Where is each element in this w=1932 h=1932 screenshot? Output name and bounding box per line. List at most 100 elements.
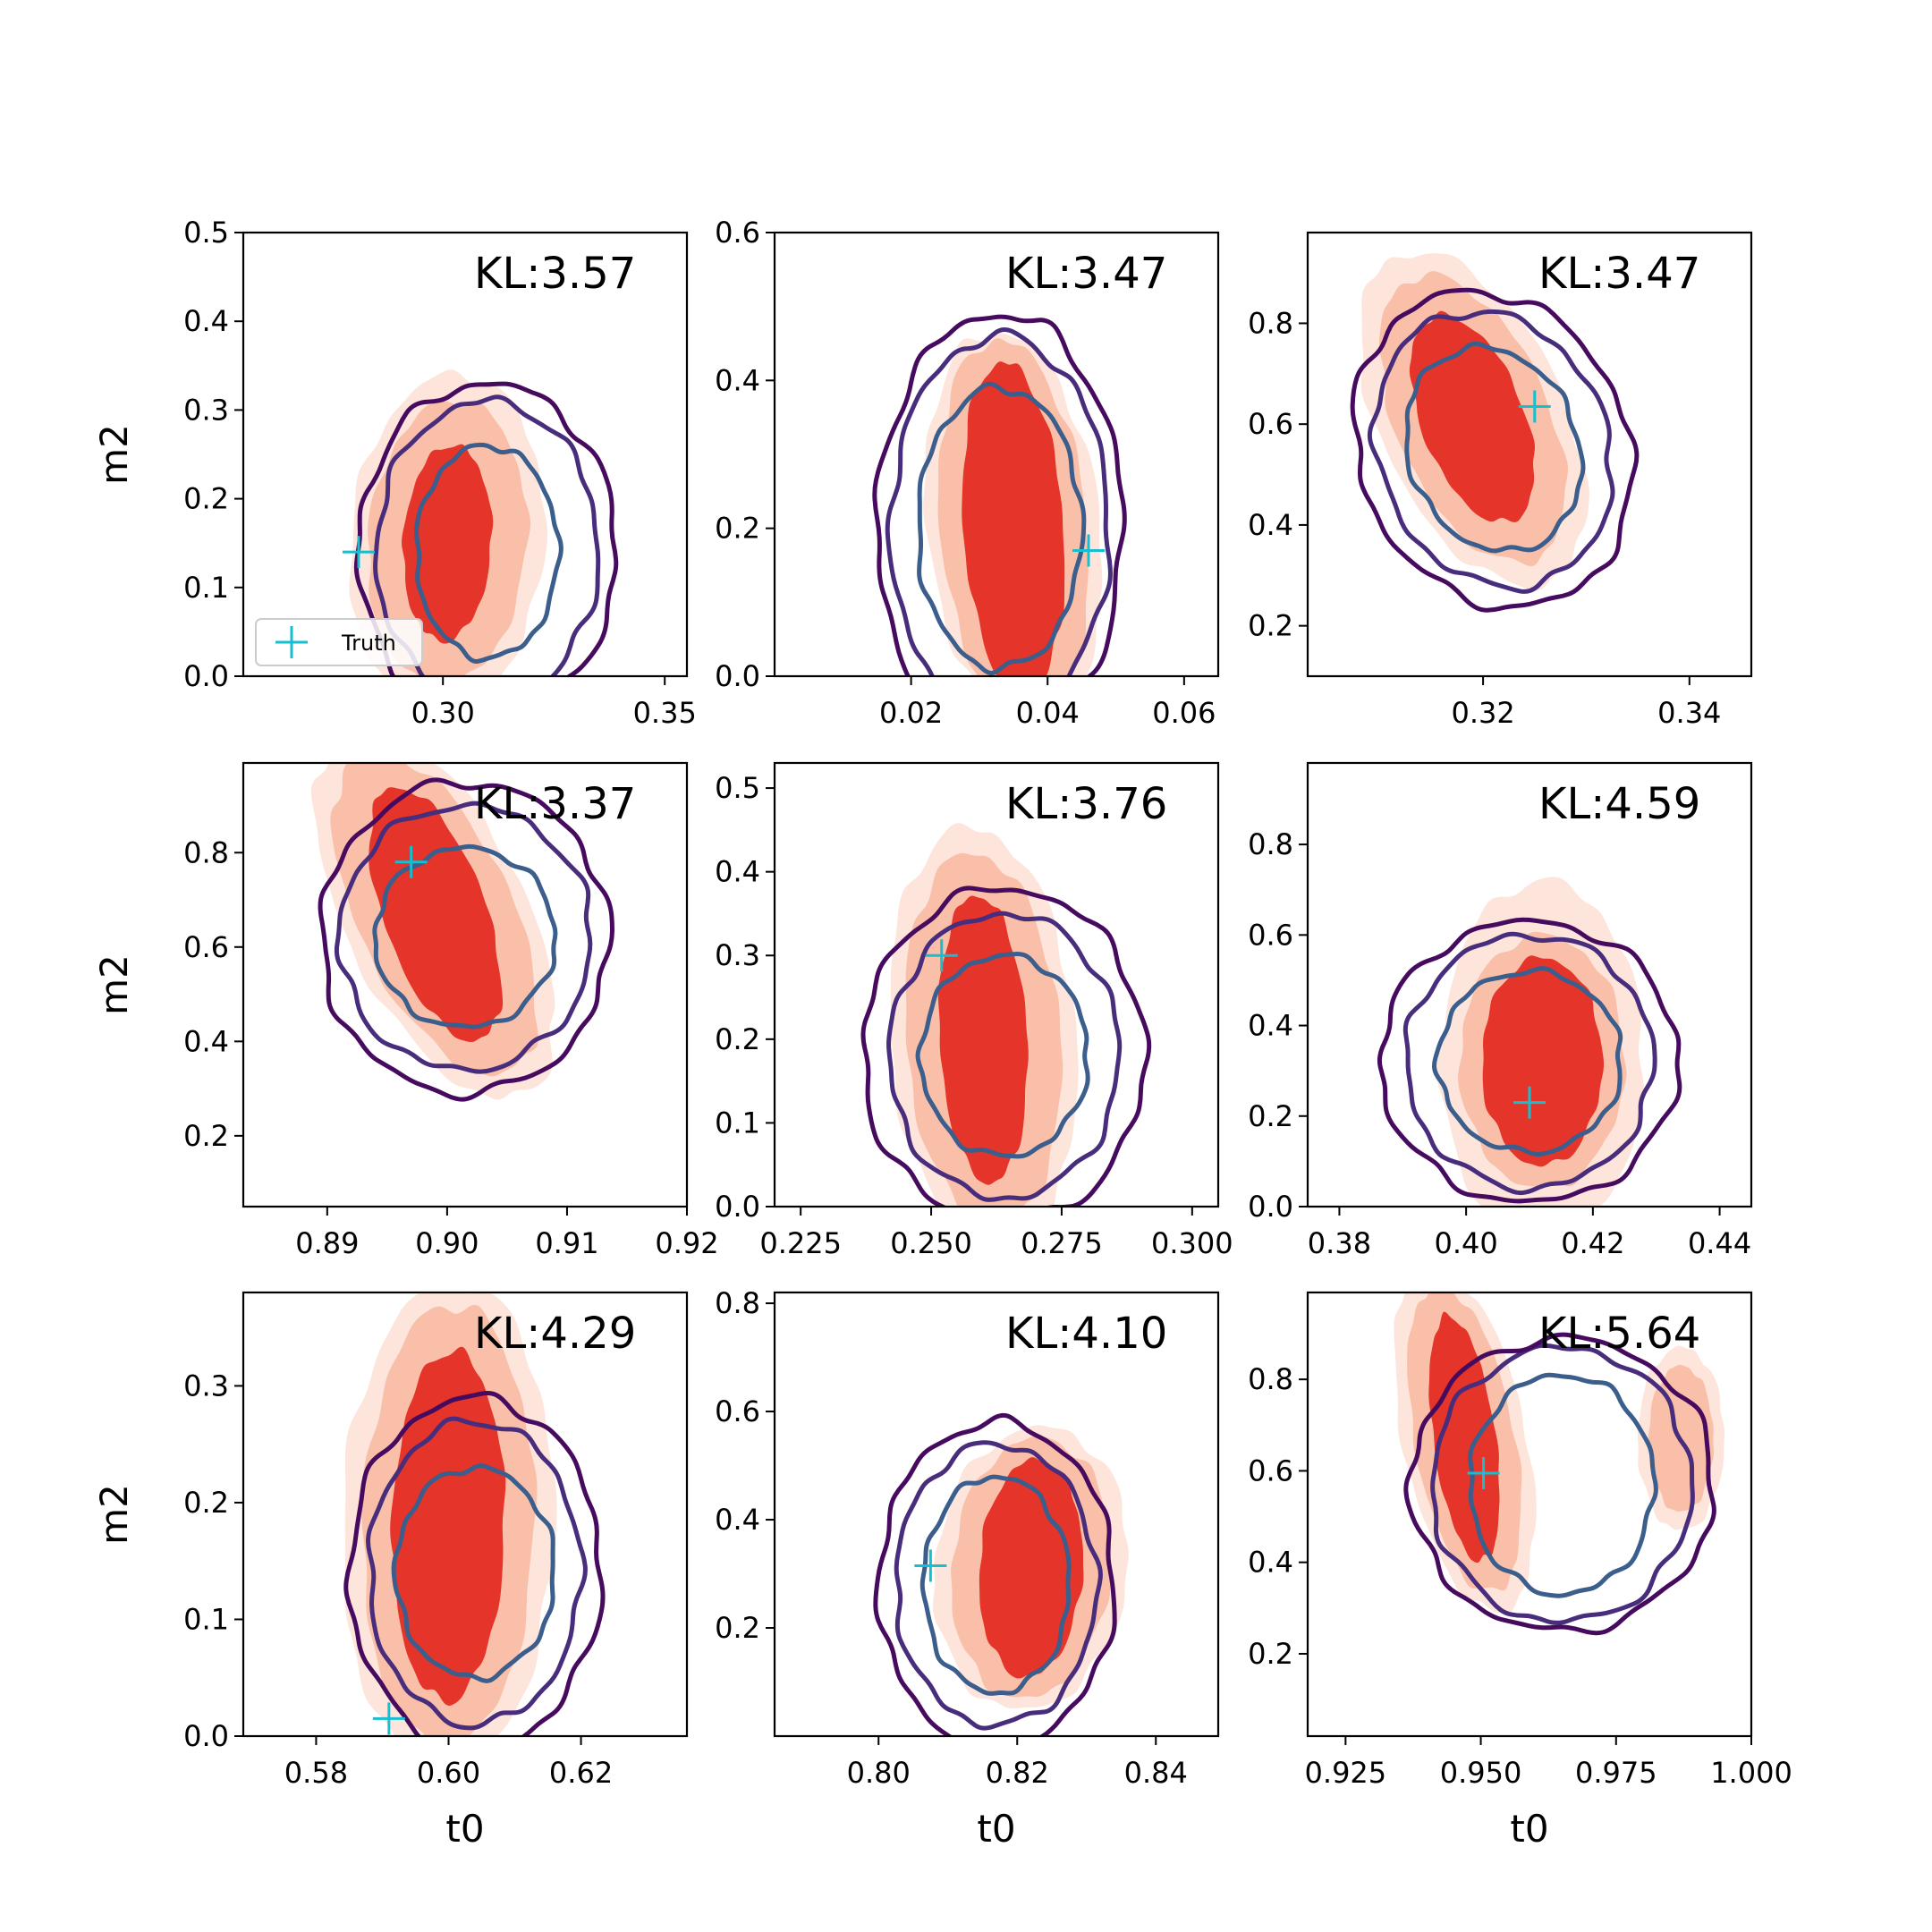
plot-area [860,823,1152,1207]
x-tick-label: 0.250 [890,1226,972,1260]
y-tick-label: 0.0 [1248,1190,1293,1224]
x-tick-label: 0.89 [295,1226,359,1260]
plot-area [342,369,619,676]
y-tick-label: 0.0 [715,659,760,693]
y-tick-label: 0.6 [715,1394,760,1428]
contour-line-mid [886,911,1123,1202]
x-tick-label: 0.92 [655,1226,718,1260]
axes-frame [1306,1291,1753,1738]
x-axis-label: t0 [1510,1807,1548,1851]
x-tick-label: 0.90 [415,1226,479,1260]
contour-line-inner [919,1474,1072,1696]
y-tick-label: 0.2 [183,482,229,516]
y-axis-label: m2 [92,424,136,485]
y-tick-label: 0.8 [715,1286,760,1320]
contour-line-mid [894,1440,1103,1731]
y-tick-label: 0.4 [183,1024,229,1058]
plot-area [1377,877,1682,1207]
y-tick-label: 0.3 [183,1368,229,1402]
y-tick-label: 0.1 [183,1602,229,1636]
truth-marker [1518,390,1551,423]
x-tick-label: 0.300 [1151,1226,1233,1260]
kl-annotation: KL:4.59 [1538,779,1700,829]
contour-line-mid [1402,931,1657,1196]
kl-annotation: KL:3.47 [1538,249,1700,299]
y-tick-label: 0.2 [715,1611,760,1645]
contour-line-mid [334,801,593,1074]
x-tick-label: 0.40 [1435,1226,1498,1260]
truth-marker [914,1549,947,1582]
kl-annotation: KL:3.47 [1005,249,1167,299]
contour-line-mid [366,1416,588,1731]
y-tick-label: 0.2 [715,512,760,546]
contour-line-mid [1367,309,1615,594]
y-tick-label: 0.4 [1248,1546,1293,1580]
x-tick-label: 0.34 [1657,696,1721,730]
panel-9: 0.925 0.950 0.975 1.000 0.2 0.4 0.6 0.8 KL:5.64 t… [1248,1291,1792,1851]
y-axis-label: m2 [92,954,136,1015]
truth-marker [372,1702,405,1735]
x-tick-label: 0.35 [633,696,697,730]
y-tick-label: 0.4 [183,304,229,338]
contour-line-outer [872,314,1127,676]
axes-frame [242,231,689,678]
contour-line-outer [1403,1332,1716,1636]
legend-truth-marker [275,626,308,658]
plot-area [1394,1292,1725,1636]
contour-line-outer [318,777,615,1102]
panel-6: 0.38 0.40 0.42 0.44 0.0 0.2 0.4 0.6 0.8 KL:4.59 [1248,761,1753,1260]
y-tick-label: 0.6 [1248,918,1293,952]
y-tick-label: 0.4 [1248,508,1293,542]
y-tick-label: 0.8 [1248,306,1293,340]
y-tick-label: 0.2 [183,1486,229,1520]
x-tick-label: 0.06 [1152,696,1216,730]
y-tick-label: 0.2 [1248,1637,1293,1671]
y-tick-label: 0.6 [183,930,229,964]
truth-marker [394,845,428,878]
y-tick-label: 0.8 [1248,827,1293,861]
axes-frame [1306,231,1753,678]
y-tick-label: 0.1 [715,1106,760,1140]
truth-marker [1072,534,1106,567]
x-tick-label: 0.04 [1016,696,1080,730]
y-tick-label: 0.6 [1248,1453,1293,1487]
x-tick-label: 0.32 [1451,696,1514,730]
plot-area [872,314,1127,676]
x-tick-label: 0.975 [1575,1756,1657,1790]
contour-line-outer [1377,917,1682,1204]
y-tick-label: 0.4 [715,1503,760,1537]
kl-annotation: KL:4.29 [474,1309,636,1359]
y-tick-label: 0.5 [715,771,760,805]
y-tick-label: 0.8 [183,835,229,869]
x-tick-label: 0.91 [535,1226,598,1260]
y-tick-label: 0.0 [715,1190,760,1224]
legend-label: Truth [341,631,396,656]
contour-line-mid [1430,1343,1695,1625]
y-tick-label: 0.0 [183,659,229,693]
y-tick-label: 0.2 [715,1022,760,1056]
contour-line-mid [885,326,1113,676]
kde-region-inner [369,787,504,1043]
x-tick-label: 0.80 [847,1756,911,1790]
y-tick-label: 0.4 [715,855,760,889]
kl-annotation: KL:3.37 [474,779,636,829]
kde-region-inner [390,1346,506,1706]
kde-region-inner [962,361,1065,676]
kde-region-inner [402,444,494,644]
x-tick-label: 0.44 [1688,1226,1751,1260]
y-tick-label: 0.3 [715,938,760,972]
contour-line-inner [1468,1372,1658,1598]
y-axis-label: m2 [92,1484,136,1545]
x-tick-label: 0.58 [284,1756,348,1790]
x-tick-label: 0.02 [879,696,943,730]
y-tick-label: 0.8 [1248,1362,1293,1396]
x-tick-label: 1.000 [1710,1756,1792,1790]
x-tick-label: 0.60 [417,1756,480,1790]
axes-frame [1306,761,1753,1208]
y-tick-label: 0.6 [715,216,760,250]
contour-line-inner [1431,966,1623,1157]
truth-marker [342,536,375,569]
y-tick-label: 0.0 [183,1719,229,1753]
truth-marker [925,939,958,972]
